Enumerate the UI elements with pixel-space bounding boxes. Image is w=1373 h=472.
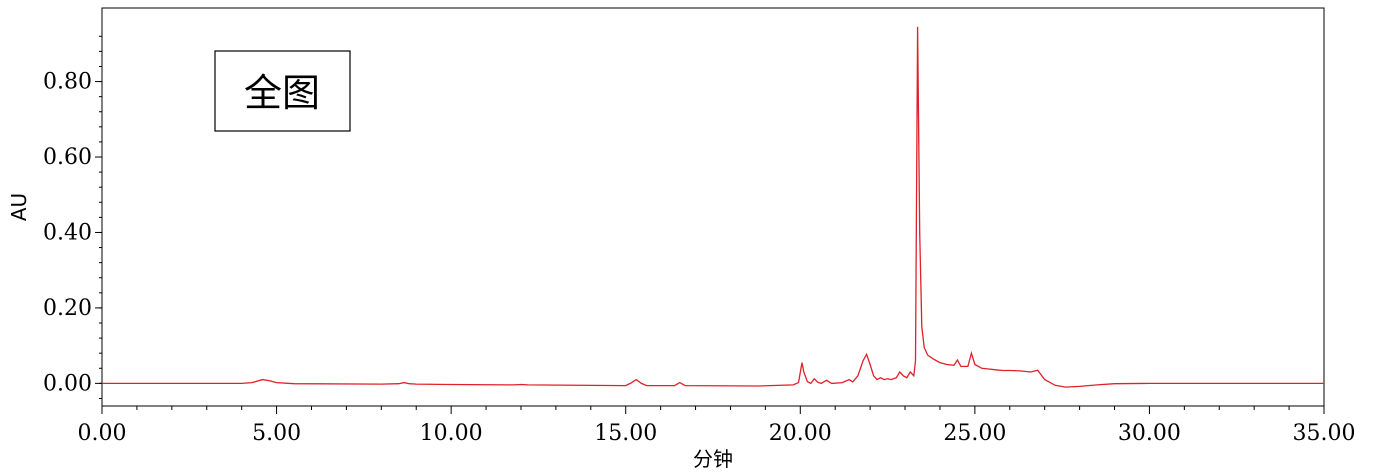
annotation-box: 全图: [214, 50, 351, 132]
x-tick-label: 15.00: [594, 421, 657, 446]
plot-frame: [101, 7, 1325, 407]
x-axis: 0.00 5.00 10.00 15.00 20.00 25.00 30.00 35.00: [78, 406, 1356, 446]
x-tick-label: 20.00: [769, 421, 832, 446]
y-tick-label: 0.20: [43, 296, 92, 321]
x-tick-label: 5.00: [252, 421, 301, 446]
y-tick-label: 0.00: [43, 371, 92, 396]
y-tick-label: 0.60: [43, 145, 92, 170]
x-tick-label: 30.00: [1118, 421, 1181, 446]
y-tick-label: 0.40: [43, 220, 92, 245]
x-tick-label: 25.00: [943, 421, 1006, 446]
x-tick-label: 35.00: [1293, 421, 1356, 446]
x-axis-title: 分钟: [693, 447, 733, 471]
y-tick-label: 0.80: [43, 70, 92, 95]
chromatogram-trace: [102, 26, 1324, 388]
x-tick-label: 10.00: [420, 421, 483, 446]
annotation-label: 全图: [244, 71, 320, 115]
x-tick-label: 0.00: [78, 421, 127, 446]
y-axis-title: AU: [7, 193, 31, 221]
y-axis: 0.00 0.20 0.40 0.60 0.80: [43, 35, 102, 399]
